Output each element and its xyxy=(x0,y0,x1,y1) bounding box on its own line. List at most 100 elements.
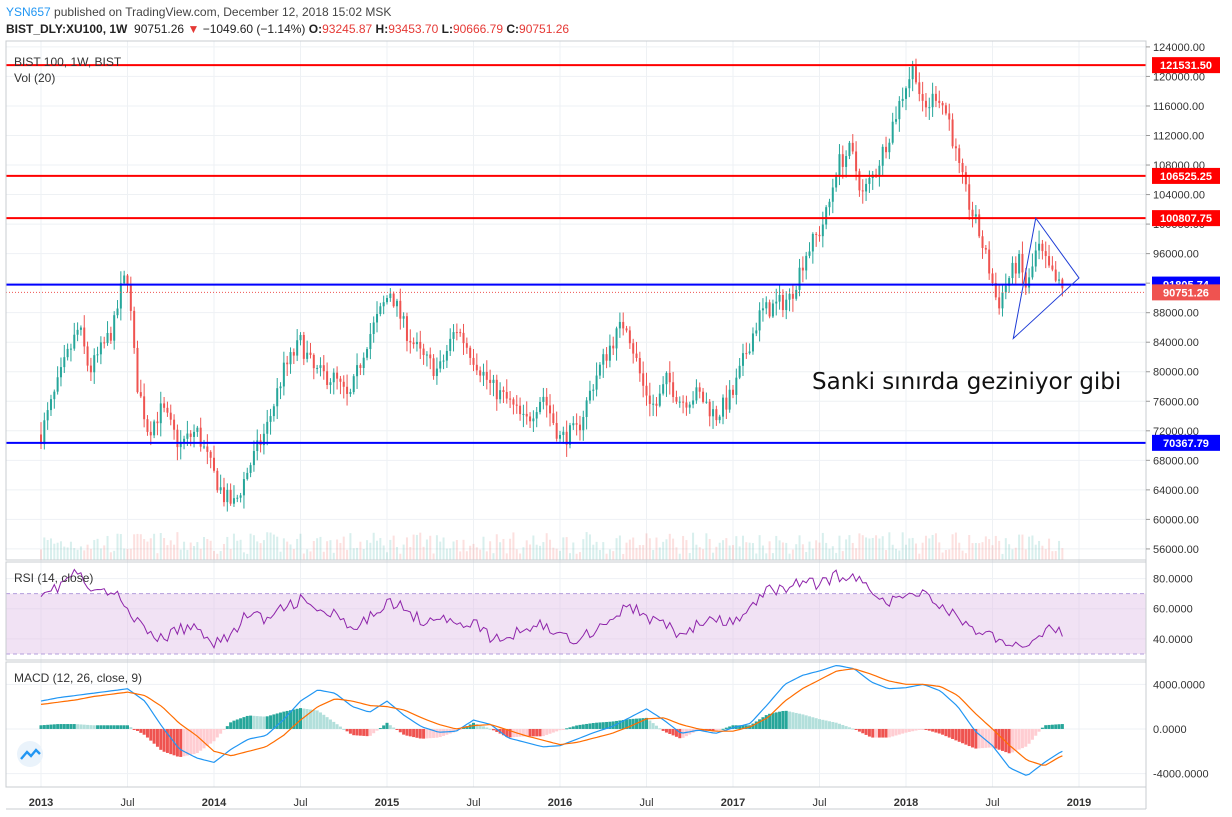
candle-body xyxy=(336,372,339,379)
price-tick-label: 96000.00 xyxy=(1153,249,1199,261)
candle-body xyxy=(113,315,116,341)
macd-histogram-bar xyxy=(728,726,732,729)
volume-bar xyxy=(43,537,46,560)
macd-histogram-bar xyxy=(877,728,881,738)
candle-body xyxy=(1011,262,1014,279)
candle-body xyxy=(585,400,588,417)
macd-histogram-bar xyxy=(801,714,805,729)
tradingview-logo-icon[interactable] xyxy=(17,741,43,767)
candle-body xyxy=(1058,279,1061,281)
candle-body xyxy=(738,365,741,378)
macd-histogram-bar xyxy=(631,718,635,729)
candle-body xyxy=(512,399,515,405)
candle-body xyxy=(1024,272,1027,288)
macd-histogram-bar xyxy=(129,727,133,729)
macd-histogram-bar xyxy=(618,720,622,729)
volume-bar xyxy=(991,545,994,560)
horizontal-levels[interactable] xyxy=(6,64,1146,444)
volume-bar xyxy=(672,538,675,560)
macd-histogram-bar xyxy=(272,714,276,729)
candle-body xyxy=(282,362,285,387)
candle-body xyxy=(878,165,881,175)
candle-body xyxy=(139,392,142,397)
volume-bar xyxy=(1011,549,1014,560)
candle-body xyxy=(485,371,488,380)
price-tick-label: 84000.00 xyxy=(1153,337,1199,349)
volume-bar xyxy=(422,546,425,560)
macd-histogram-bar xyxy=(122,725,126,729)
candle-body xyxy=(688,404,691,408)
volume-bar xyxy=(512,532,515,560)
volume-bar xyxy=(622,553,625,560)
volume-bar xyxy=(475,547,478,560)
macd-histogram-bar xyxy=(758,719,762,729)
macd-pane-title: MACD (12, 26, close, 9) xyxy=(14,671,142,685)
candle-body xyxy=(346,386,349,394)
candle-body xyxy=(272,406,275,417)
macd-histogram-bar xyxy=(112,725,116,729)
volume-bar xyxy=(924,535,927,560)
candle-body xyxy=(123,275,126,284)
candle-body xyxy=(465,343,468,348)
volume-bar xyxy=(572,542,575,560)
candle-body xyxy=(761,308,764,311)
volume-bar xyxy=(40,549,42,560)
time-axis[interactable]: 2013 Jul 2014 Jul 2015 Jul 2016 Jul 2017 Jul 2018 J… xyxy=(29,797,1091,809)
price-axis[interactable]: 124000.00120000.00116000.00112000.001080… xyxy=(1146,42,1209,781)
candle-body xyxy=(991,273,994,284)
macd-histogram-bar xyxy=(901,728,905,734)
publisher-username[interactable]: YSN657 xyxy=(6,5,51,19)
volume-bar xyxy=(186,549,189,560)
macd-histogram-bar xyxy=(325,717,329,729)
macd-histogram-bar xyxy=(1027,728,1031,744)
volume-bar xyxy=(96,538,99,560)
macd-histogram-bar xyxy=(192,728,196,755)
volume-bar xyxy=(196,542,199,560)
volume-bar xyxy=(236,540,239,560)
macd-histogram-bar xyxy=(119,725,123,729)
volume-bar xyxy=(492,553,495,560)
volume-bar xyxy=(682,535,685,560)
volume-bar xyxy=(495,534,498,560)
volume-bar xyxy=(871,537,874,560)
macd-histogram-bar xyxy=(259,716,263,729)
volume-bar xyxy=(66,547,69,560)
volume-bar xyxy=(425,539,428,560)
macd-histogram-bar xyxy=(212,728,216,742)
macd-histogram-bar xyxy=(997,728,1001,750)
volume-bar xyxy=(359,541,362,560)
candle-body xyxy=(455,332,458,334)
macd-histogram-bar xyxy=(588,723,592,729)
time-tick-label: 2018 xyxy=(894,797,918,809)
volume-bar xyxy=(139,534,142,560)
macd-histogram-bar xyxy=(788,711,792,729)
annotation-text[interactable]: Sanki sınırda geziniyor gibi xyxy=(812,369,1121,395)
macd-histogram-bar xyxy=(525,728,529,737)
macd-histogram-bar xyxy=(132,728,136,730)
volume-bar xyxy=(838,535,841,560)
candle-body xyxy=(961,162,964,173)
triangle-drawing[interactable] xyxy=(1012,216,1080,340)
candle-body xyxy=(159,403,162,424)
candle-body xyxy=(768,302,771,317)
candle-body xyxy=(998,297,1001,309)
candle-body xyxy=(632,343,635,354)
macd-histogram-bar xyxy=(1007,728,1011,754)
macd-histogram-bar xyxy=(771,713,775,729)
volume-bar xyxy=(59,541,62,560)
volume-bar xyxy=(409,547,412,560)
volume-bar xyxy=(961,550,964,560)
candle-body xyxy=(848,142,851,157)
candle-body xyxy=(598,364,601,376)
macd-histogram-bar xyxy=(751,723,755,729)
candle-body xyxy=(791,293,794,299)
macd-histogram-bar xyxy=(721,728,725,730)
time-tick-label: 2019 xyxy=(1067,797,1091,809)
volume-bar xyxy=(376,540,379,560)
volume-bar xyxy=(149,538,152,560)
volume-bar xyxy=(605,553,608,560)
candle-body xyxy=(219,487,222,491)
candle-body xyxy=(449,338,452,351)
volume-bar xyxy=(259,543,262,560)
